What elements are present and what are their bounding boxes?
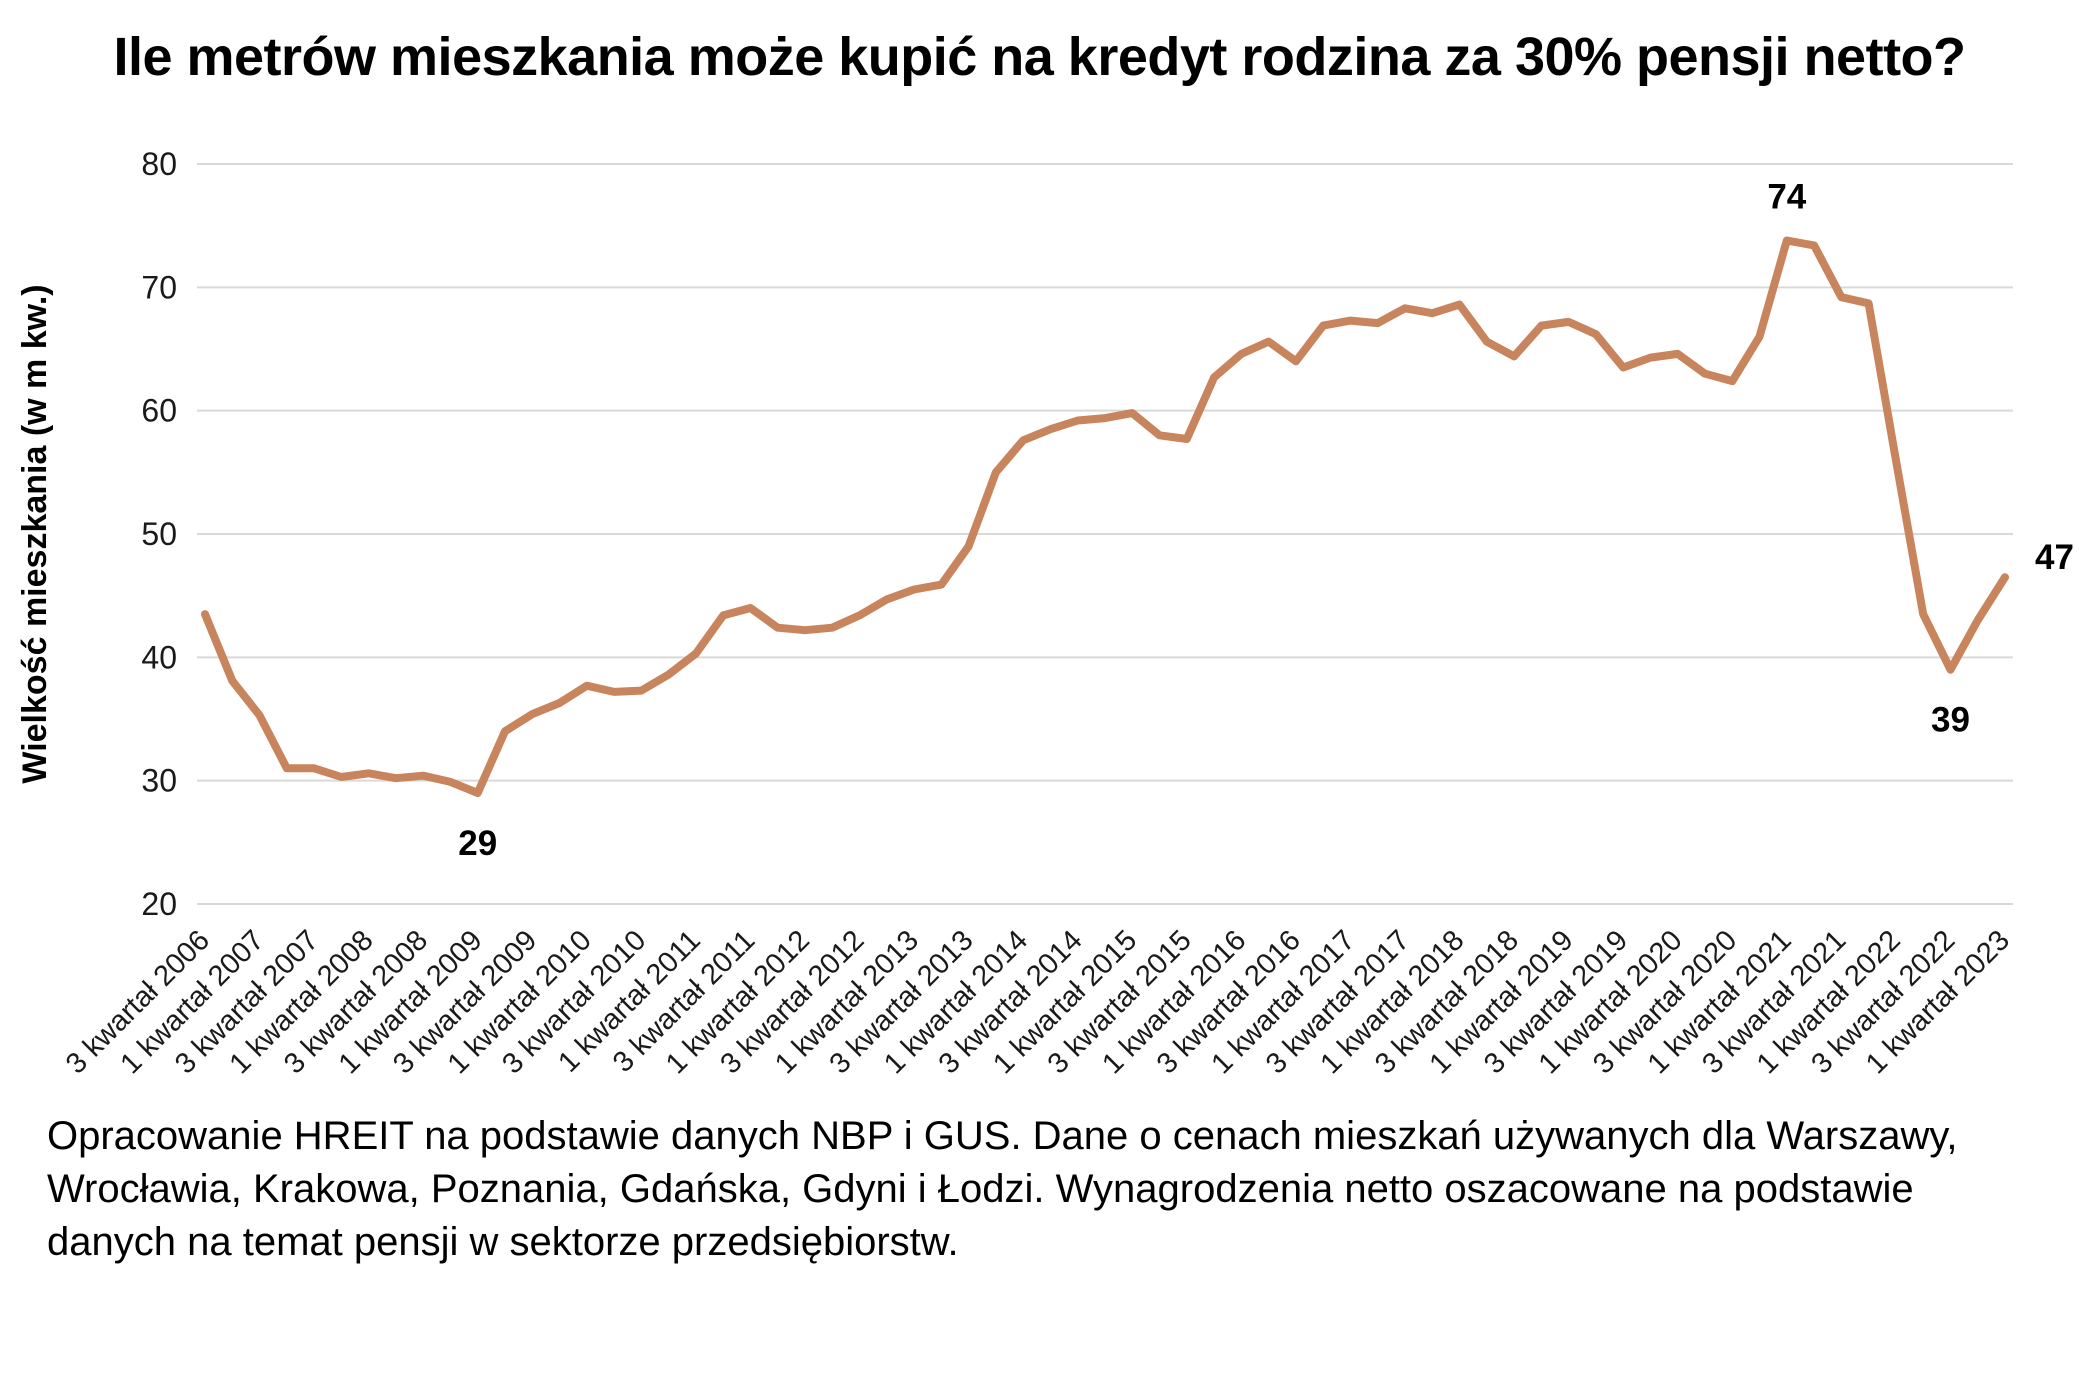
- y-axis-tick-labels: 20 30 40 50 60 70 80: [141, 146, 177, 922]
- svg-text:20: 20: [141, 886, 177, 922]
- svg-text:70: 70: [141, 269, 177, 305]
- svg-text:39: 39: [1931, 701, 1970, 740]
- series-line: [201, 236, 2009, 797]
- gridlines: [197, 163, 2013, 905]
- svg-text:60: 60: [141, 393, 177, 429]
- chart-title: Ile metrów mieszkania może kupić na kred…: [113, 27, 1966, 87]
- svg-text:74: 74: [1767, 177, 1806, 216]
- data-label-annotations: 29 74 39 47: [458, 177, 2074, 863]
- svg-text:29: 29: [458, 824, 497, 863]
- svg-text:47: 47: [2035, 538, 2074, 577]
- svg-text:50: 50: [141, 516, 177, 552]
- source-note: Opracowanie HREIT na podstawie danych NB…: [47, 1114, 1958, 1265]
- y-axis-title: Wielkość mieszkania (w m kw.): [16, 284, 54, 783]
- svg-text:30: 30: [141, 763, 177, 799]
- chart-area: 20 30 40 50 60 70 80 Wielkość mieszkania (w m k…: [0, 94, 2079, 1104]
- svg-text:40: 40: [141, 639, 177, 675]
- svg-text:80: 80: [141, 146, 177, 182]
- affordability-line-chart: 20 30 40 50 60 70 80 Wielkość mieszkania (w m k…: [16, 146, 2074, 1080]
